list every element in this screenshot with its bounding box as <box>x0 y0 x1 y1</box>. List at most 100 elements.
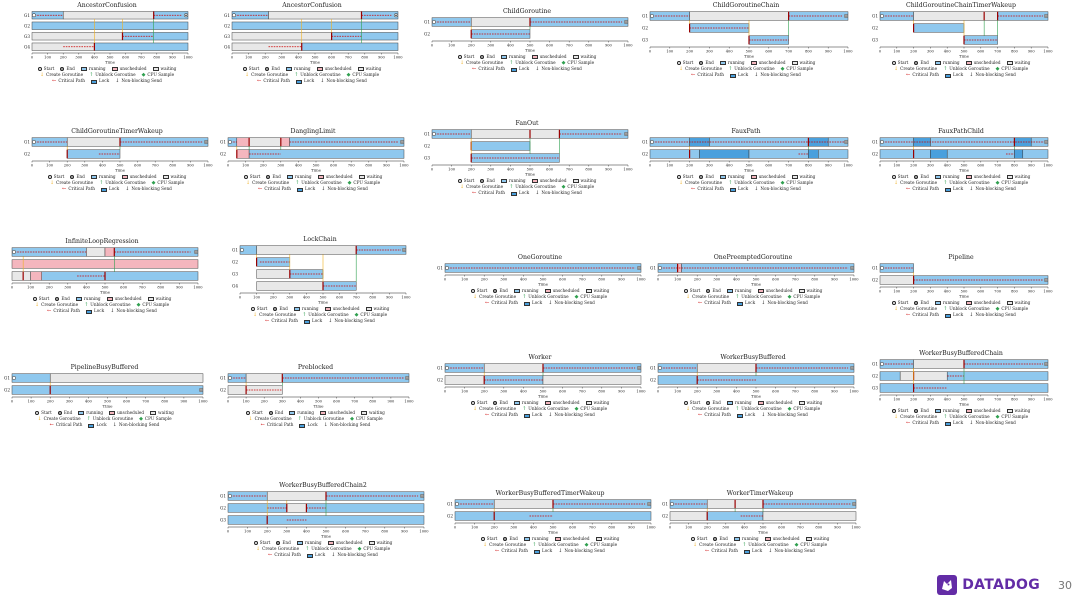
start-icon <box>891 175 896 180</box>
legend-cpu-sample: CPU Sample <box>1001 66 1029 72</box>
legend-lock: Lock <box>744 300 756 306</box>
event-marker <box>913 383 915 393</box>
unblock-arrow-icon: ↑ <box>943 413 948 420</box>
legend: Start End running unscheduled waiting ↓ C… <box>22 66 192 85</box>
x-tick-label: 800 <box>1011 50 1019 54</box>
x-tick-label: 900 <box>831 390 839 394</box>
panel-title: FanOut <box>515 120 539 127</box>
state-segment <box>31 21 189 30</box>
running-swatch-icon <box>726 401 733 406</box>
start-marker <box>880 266 884 270</box>
x-tick-label: 500 <box>527 44 535 48</box>
end-marker-dot <box>853 503 855 505</box>
waiting-swatch-icon <box>1006 61 1013 66</box>
x-tick-label: 600 <box>559 278 567 282</box>
cpu-sample-icon: ◆ <box>787 405 792 412</box>
x-tick-label: 800 <box>598 390 606 394</box>
legend-unscheduled: unscheduled <box>119 66 147 71</box>
legend-waiting: waiting <box>365 66 382 71</box>
legend-unscheduled: unscheduled <box>117 410 145 415</box>
create-arrow-icon: ↓ <box>39 71 45 78</box>
x-axis-label: Time <box>525 172 536 177</box>
x-tick-label: 500 <box>746 164 754 168</box>
end-marker-dot <box>1045 279 1047 281</box>
goroutine-label: G1 <box>424 132 430 137</box>
legend-cpu-sample: CPU Sample <box>590 542 618 548</box>
x-tick-label: 400 <box>507 168 515 172</box>
x-tick-label: 0 <box>879 398 882 402</box>
unscheduled-swatch-icon <box>327 541 334 546</box>
legend: Start End running unscheduled waiting ↓ C… <box>218 174 408 193</box>
legend-unscheduled: unscheduled <box>562 536 590 541</box>
end-marker-dot <box>648 503 650 505</box>
legend-running: running <box>98 174 116 179</box>
start-icon <box>676 61 681 66</box>
x-axis-label: Time <box>310 60 321 65</box>
unscheduled-swatch-icon <box>965 61 972 66</box>
legend-end: End <box>272 174 281 179</box>
non-blocking-send-icon: ↓ <box>320 78 325 84</box>
event-marker <box>322 281 324 291</box>
non-blocking-send-icon: ↓ <box>969 186 974 192</box>
event-marker <box>542 363 544 373</box>
x-tick-label: 0 <box>879 164 882 168</box>
lock-swatch-icon <box>533 549 540 554</box>
cpu-sample-icon: ◆ <box>995 179 1000 186</box>
non-blocking-send-icon: ↓ <box>558 548 563 554</box>
x-tick-label: 300 <box>81 164 89 168</box>
legend: Start End running unscheduled waiting ↓ C… <box>22 174 212 193</box>
non-blocking-send-icon: ↓ <box>754 72 759 78</box>
end-marker-dot <box>845 141 847 143</box>
legend-critical-path: Critical Path <box>912 186 939 192</box>
x-axis-label: Time <box>959 168 970 173</box>
x-tick-label: 600 <box>134 164 142 168</box>
timeline-chart: G1 G2 0 100 200 300 400 500 600 700 800 900 1000 Time <box>220 137 409 173</box>
event-marker <box>360 11 363 20</box>
cpu-sample-icon: ◆ <box>357 545 362 552</box>
state-segment <box>236 137 250 147</box>
x-tick-label: 300 <box>487 168 495 172</box>
start-marker <box>32 13 36 18</box>
legend-running: running <box>727 174 745 179</box>
x-tick-label: 0 <box>649 50 652 54</box>
legend-unblock-goroutine: Unblock Goroutine <box>538 542 579 548</box>
x-tick-label: 200 <box>468 44 476 48</box>
end-marker-dot <box>851 367 853 369</box>
goroutine-label: G3 <box>220 518 226 523</box>
non-blocking-send-icon: ↓ <box>969 312 974 318</box>
x-tick-label: 0 <box>231 56 234 60</box>
legend-critical-path: Critical Path <box>697 72 724 78</box>
event-marker <box>963 359 965 369</box>
legend-waiting: waiting <box>580 178 597 183</box>
x-tick-label: 1000 <box>193 286 203 290</box>
x-tick-label: 300 <box>279 400 287 404</box>
event-marker <box>22 271 24 281</box>
x-tick-label: 300 <box>277 164 285 168</box>
legend-waiting: waiting <box>813 536 830 541</box>
start-icon <box>242 67 247 72</box>
waiting-swatch-icon <box>798 401 805 406</box>
legend-waiting: waiting <box>376 540 393 545</box>
legend-lock: Lock <box>541 548 553 554</box>
cpu-sample-icon: ◆ <box>780 65 785 72</box>
lock-swatch-icon <box>296 187 303 192</box>
x-tick-label: 600 <box>546 44 554 48</box>
start-icon <box>891 409 896 414</box>
legend-running: running <box>304 540 322 545</box>
state-segment <box>248 137 282 147</box>
x-tick-label: 500 <box>961 398 969 402</box>
x-tick-label: 400 <box>295 164 303 168</box>
x-tick-label: 100 <box>242 164 250 168</box>
lock-swatch-icon <box>944 421 951 426</box>
end-icon <box>268 411 273 416</box>
legend: Start End running unscheduled waiting ↓ C… <box>435 288 645 307</box>
x-tick-label: 200 <box>60 56 68 60</box>
x-tick-label: 0 <box>669 526 672 530</box>
legend: Start End running unscheduled waiting ↓ C… <box>870 300 1052 319</box>
end-icon <box>914 409 919 414</box>
cpu-sample-icon: ◆ <box>561 59 566 66</box>
event-marker <box>470 153 472 163</box>
state-segment <box>11 259 199 269</box>
end-marker-dot <box>638 367 640 369</box>
event-marker <box>49 385 51 395</box>
